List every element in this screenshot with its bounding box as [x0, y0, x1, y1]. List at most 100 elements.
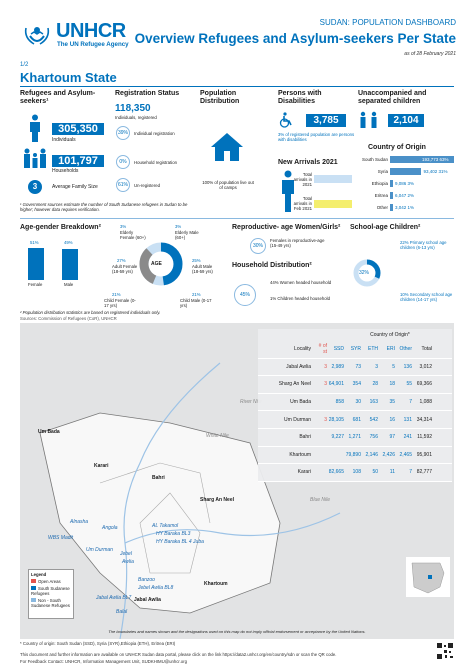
- legend-label: Non - South Sudanese Refugees: [31, 598, 70, 608]
- registration-label: Individual registration: [134, 131, 175, 136]
- table-cell: 756: [369, 434, 378, 441]
- female-bar: [28, 248, 44, 280]
- map-place: Jabal Awlia BL7: [96, 595, 132, 601]
- arrival-icon: [282, 170, 294, 212]
- gender-bars: 51% 49%: [26, 240, 86, 280]
- legend-label: South Sudanese Refugees: [31, 586, 70, 596]
- map-locality: Karari: [94, 463, 109, 469]
- coo-bar-label: Ethiopia: [371, 181, 388, 186]
- table-locality: Bahri: [299, 434, 311, 441]
- table-locality: Um Bada: [290, 399, 311, 406]
- individuals-label: Individuals: [52, 137, 76, 143]
- registration-title: Registration Status: [115, 90, 180, 97]
- table-cell: 1,271: [348, 434, 361, 441]
- disabilities-note: 3% of registered population are persons …: [278, 132, 355, 142]
- table-cell: 2,426: [382, 451, 395, 458]
- female-label: Female: [28, 282, 43, 287]
- table-cell: 2,465: [399, 451, 412, 458]
- coo-bar-label: Other: [376, 205, 388, 210]
- coo-bar-value: 6,047 2%: [395, 193, 415, 198]
- qr-code-icon[interactable]: [436, 642, 454, 660]
- org-name: UNHCR: [56, 20, 126, 42]
- map-place: Awlia: [122, 559, 134, 565]
- registration-total: 118,350: [115, 103, 151, 114]
- school-donut-value: 32%: [359, 270, 370, 276]
- age-gender-footnote: ² Population distribution statistics are…: [20, 310, 161, 315]
- table-locality: Khartoum: [289, 451, 311, 458]
- table-cell: 82,777: [416, 469, 432, 476]
- donut-center-label: AGE: [151, 261, 162, 267]
- coo-bar-value: 93,402 31%: [423, 169, 448, 174]
- table-cell: 55: [406, 381, 412, 388]
- table-cell: 79,890: [345, 451, 361, 458]
- household-ring: 45%: [234, 284, 256, 306]
- household-distribution-title: Household Distribution²: [232, 262, 312, 269]
- map-place: WBS Madit: [48, 535, 74, 541]
- children-icon: [360, 111, 377, 128]
- unaccompanied-value: 2,104: [388, 114, 424, 127]
- map-river: Blue Nile: [310, 497, 331, 503]
- school-age-title: School-age Children²: [350, 224, 421, 231]
- legend-title: Legend: [31, 572, 47, 577]
- table-cell: 2,989: [331, 363, 344, 370]
- table-title: Country of Origin*: [370, 332, 410, 338]
- map-locality: Sharg An Neel: [200, 497, 234, 503]
- map-place: HY Baraka BL 4 Juba: [156, 539, 204, 545]
- male-bar: [62, 249, 78, 280]
- table-cell: 9,227: [331, 434, 344, 441]
- coo-bar: [390, 168, 422, 175]
- map-locality: Um Bada: [38, 429, 60, 435]
- table-cell: 82,665: [328, 469, 344, 476]
- coo-bar-value: 9,086 3%: [395, 181, 415, 186]
- table-cell: 542: [369, 416, 378, 423]
- unhcr-logo-icon: [24, 27, 50, 45]
- table-header: SSD: [333, 346, 344, 353]
- legend-swatch: [31, 598, 36, 602]
- male-label: Male: [64, 282, 74, 287]
- segment-label: Child Female (0-17 yrs): [104, 298, 136, 308]
- table-locality: Karari: [297, 469, 311, 476]
- table-cell: 50: [372, 469, 378, 476]
- legend-label: Open Areas: [38, 579, 61, 584]
- table-header: ERI: [386, 346, 395, 353]
- table-row: Bahri 9,227 1,271 756 97 241 11,592: [258, 429, 452, 447]
- map-place: Um Durman: [86, 547, 113, 553]
- table-cell: 241: [403, 434, 412, 441]
- reproductive-ring: 30%: [250, 238, 266, 254]
- population-distribution-title: Population Distribution: [200, 90, 240, 105]
- table-cell: 681: [352, 416, 361, 423]
- arrivals-bar: [314, 200, 352, 208]
- coo-bar: [390, 156, 454, 163]
- table-cell: 95,901: [416, 451, 432, 458]
- table-cell: 73: [355, 363, 361, 370]
- table-cell: 35: [389, 399, 395, 406]
- segment-label: Child Male (0-17 yrs): [180, 298, 212, 308]
- table-header: ETH: [368, 346, 378, 353]
- coo-bar-value: 3,042 1%: [395, 205, 415, 210]
- legend-item: Open Areas: [31, 579, 71, 584]
- household-item: 1% Children headed household: [270, 296, 330, 301]
- coo-bar: [390, 192, 393, 199]
- map-place: HY Baraka BL3: [156, 531, 191, 537]
- coo-bar: [390, 180, 394, 187]
- school-donut-chart: [353, 259, 381, 287]
- table-cell: 1,088: [419, 399, 432, 406]
- table-cell: 18: [389, 381, 395, 388]
- map-place: Angola: [102, 525, 118, 531]
- table-row: Khartoum 79,890 2,146 2,426 2,465 95,901: [258, 447, 452, 465]
- table-cell: 16: [389, 416, 395, 423]
- segment-label: Elderly Female (60+): [120, 230, 146, 240]
- sudan-inset-map: [406, 557, 450, 597]
- table-cell: 28,105: [328, 416, 344, 423]
- reproductive-title: Reproductive- age Women/Girls²: [232, 224, 341, 231]
- tent-house-icon: [211, 133, 243, 161]
- family-icon: [24, 148, 46, 168]
- state-title: Khartoum State: [20, 70, 117, 85]
- households-label: Households: [52, 168, 79, 174]
- footer-line[interactable]: This document and further information ar…: [20, 652, 337, 657]
- country-origin-table: Country of Origin* Locality # of st SSD …: [258, 329, 452, 482]
- table-cell: 163: [369, 399, 378, 406]
- segment-pct: 27%: [117, 258, 126, 263]
- footer-line[interactable]: For Feedback Contact: UNHCR, Information…: [20, 659, 187, 664]
- arrivals-label: Total arrivals in Feb 2021: [293, 196, 312, 211]
